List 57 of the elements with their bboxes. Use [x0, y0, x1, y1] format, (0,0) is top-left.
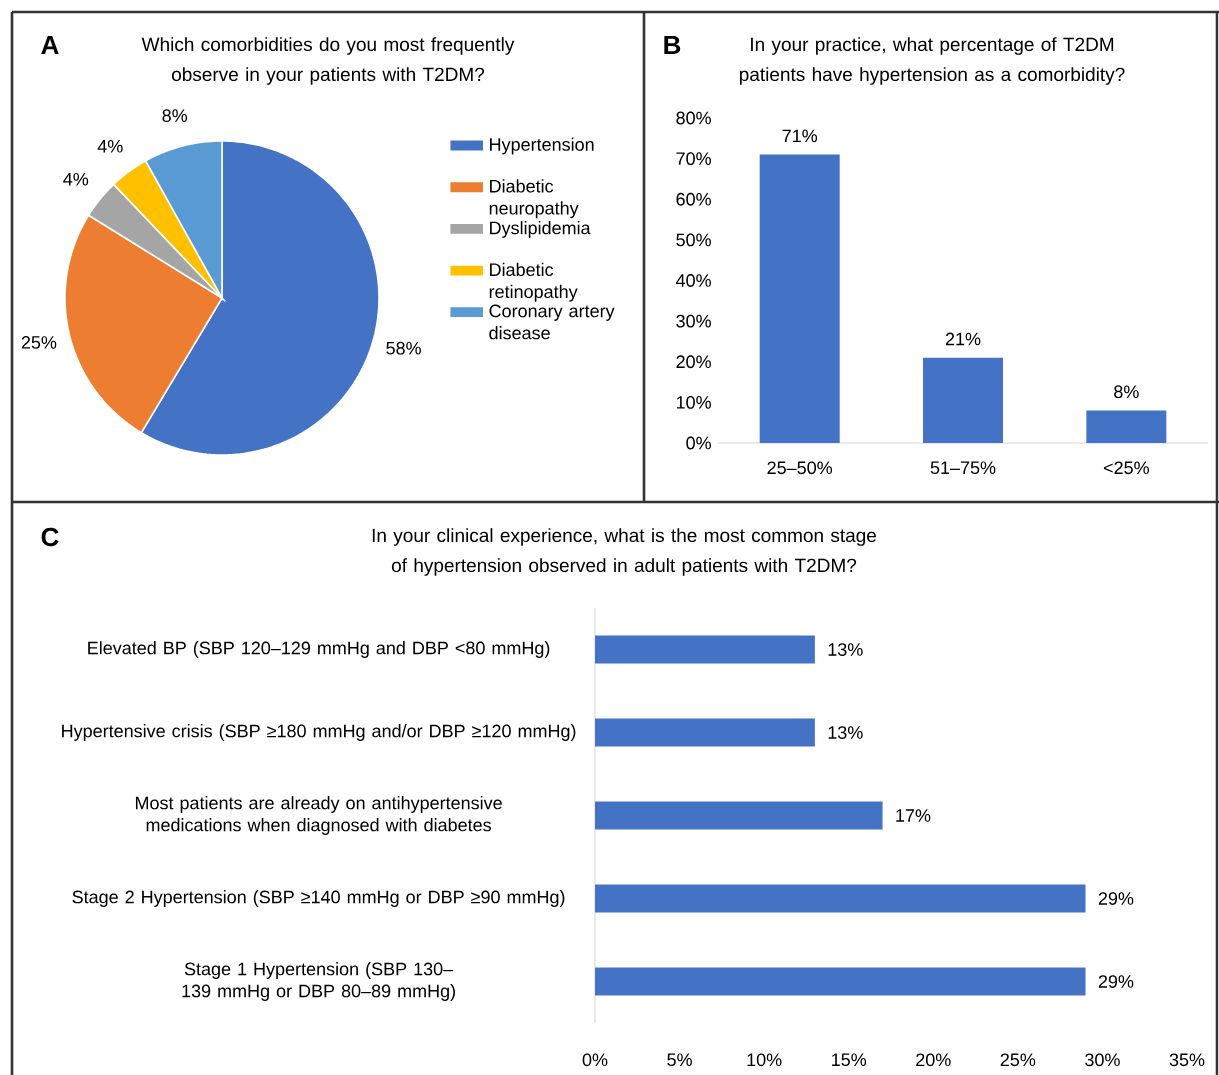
text: C: [41, 527, 59, 547]
bar: [595, 884, 1086, 913]
data-label: 8%: [162, 109, 188, 123]
y-tick-label: 70%: [676, 152, 711, 166]
x-tick-label: 25%: [1000, 1053, 1036, 1067]
data-label: 17%: [896, 809, 931, 822]
chart-title: Which comorbidities do you most frequently observe in your patients with T2DM?: [141, 37, 515, 85]
y-tick-label: Stage 1 Hypertension (SBP 130–139 mmHg or DBP 80–89 mmHg): [182, 962, 455, 1001]
y-tick-label: 20%: [676, 355, 711, 369]
y-tick-label: 50%: [676, 233, 711, 247]
x-tick-label: 25–50%: [767, 461, 833, 475]
bar: [595, 967, 1086, 996]
legend-label: Coronary artery disease: [489, 304, 615, 340]
y-tick-label: 40%: [675, 274, 711, 287]
bar: [759, 154, 840, 444]
x-tick-label: 20%: [916, 1053, 951, 1067]
data-label: 29%: [1098, 975, 1134, 988]
y-tick-label: Stage 2 Hypertension (SBP ≥140 mmHg or DBP ≥90 mmHg): [72, 890, 565, 907]
x-tick-label: 15%: [832, 1053, 867, 1067]
y-tick-label: 60%: [676, 192, 711, 206]
x-tick-label: 51–75%: [930, 461, 996, 475]
bar: [923, 357, 1004, 444]
x-tick-label: 0%: [582, 1053, 608, 1067]
text: B: [664, 36, 681, 54]
data-label: 29%: [1098, 892, 1134, 905]
text: A: [41, 36, 59, 54]
legend-label: Dyslipidemia: [490, 221, 591, 238]
bar: [595, 718, 815, 747]
legend-label: Hypertension: [490, 137, 594, 155]
bar: [595, 635, 815, 664]
chart-title: In your clinical experience, what is the most common stage of hypertension observed in adult patients with T2DM?: [372, 528, 876, 576]
data-label: 25%: [21, 336, 57, 349]
x-tick-label: 5%: [667, 1053, 692, 1067]
chart-title: In your practice, what percentage of T2DM patients have hypertension as a comorbidity?: [739, 37, 1125, 85]
data-label: 21%: [945, 332, 981, 346]
y-tick-label: 0%: [686, 436, 711, 450]
x-tick-label: 30%: [1085, 1053, 1120, 1067]
y-tick-label: 10%: [676, 396, 711, 409]
bar: [1086, 410, 1167, 444]
data-label: 8%: [1114, 385, 1139, 399]
legend-label: Diabetic retinopathy: [489, 262, 578, 302]
data-label: 71%: [782, 129, 818, 143]
y-tick-label: Hypertensive crisis (SBP ≥180 mmHg and/or DBP ≥120 mmHg): [62, 724, 576, 741]
data-label: 58%: [386, 341, 421, 355]
y-tick-label: Elevated BP (SBP 120–129 mmHg and DBP <80 mmHg): [88, 641, 550, 658]
data-label: 4%: [97, 140, 123, 153]
bar: [595, 801, 883, 830]
y-tick-label: Most patients are already on antihypertensive medications when diagnosed with diabetes: [135, 796, 502, 835]
y-tick-label: 80%: [676, 111, 711, 125]
y-tick-label: 30%: [676, 314, 711, 328]
x-tick-label: <25%: [1103, 461, 1149, 475]
x-tick-label: 10%: [747, 1053, 782, 1067]
data-label: 13%: [828, 726, 863, 739]
x-tick-label: 35%: [1169, 1053, 1205, 1067]
data-label: 4%: [63, 172, 89, 186]
legend-label: Diabetic neuropathy: [489, 179, 579, 219]
data-label: 13%: [828, 643, 863, 656]
